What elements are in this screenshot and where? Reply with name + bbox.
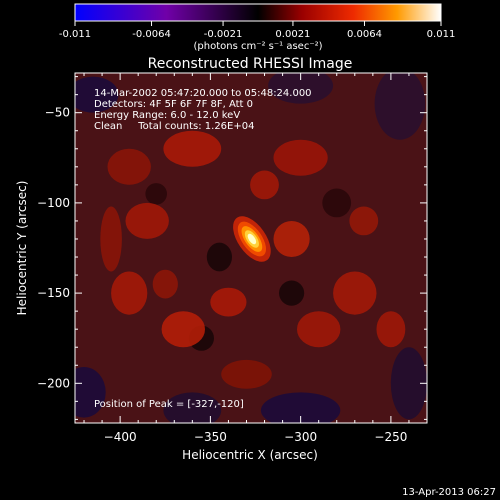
footer-timestamp: 13-Apr-2013 06:27 [402, 487, 496, 498]
x-tick-label: −300 [284, 430, 317, 444]
x-axis-label: Heliocentric X (arcsec) [182, 448, 318, 462]
heatmap-patch [268, 73, 334, 104]
heatmap-patch [125, 202, 169, 239]
heatmap-image [75, 73, 427, 423]
heatmap-patch [390, 347, 427, 420]
x-tick-label: −400 [104, 430, 137, 444]
plot-title: Reconstructed RHESSI Image [148, 56, 353, 72]
x-tick-label: −350 [194, 430, 227, 444]
info-line-time: 14-Mar-2002 05:47:20.000 to 05:48:24.000 [94, 88, 312, 99]
colorbar [74, 3, 442, 22]
heatmap-patch [260, 392, 341, 423]
heatmap-patch [374, 73, 426, 140]
y-tick-label: −100 [37, 196, 70, 210]
heatmap-patch [297, 311, 341, 348]
colorbar-tick-label: -0.011 [59, 29, 91, 40]
heatmap-patch [250, 170, 279, 200]
heatmap-patch [273, 221, 310, 257]
colorbar-tick-label: 0.011 [427, 29, 456, 40]
heatmap-patch [349, 206, 379, 236]
heatmap-patch [210, 287, 247, 317]
heatmap-patch [75, 76, 119, 113]
heatmap-patch [206, 242, 232, 272]
y-tick-label: −150 [37, 286, 70, 300]
plot-frame [74, 72, 428, 424]
heatmap-patch [322, 188, 352, 218]
colorbar-ticks: -0.011 -0.0064 -0.0021 0.0021 0.0064 0.011 [59, 21, 455, 40]
peak-position-label: Position of Peak = [-327,-120] [94, 399, 244, 410]
info-line-detectors: Detectors: 4F 5F 6F 7F 8F, Att 0 [94, 99, 253, 110]
heatmap-patch [75, 367, 106, 418]
heatmap-patch [279, 280, 305, 306]
heatmap-patch [100, 206, 122, 272]
colorbar-tick-label: 0.0021 [275, 29, 310, 40]
y-tick-label: −200 [37, 376, 70, 390]
axis-ticks: −400 −350 −300 −250 −50 −100 −150 −200 [37, 73, 427, 444]
heatmap-blobs [75, 73, 427, 423]
info-line-counts: Clean Total counts: 1.26E+04 [94, 121, 254, 132]
flare-peak-source [247, 233, 257, 245]
colorbar-units-label: (photons cm⁻² s⁻¹ asec⁻²) [193, 41, 322, 52]
x-tick-label: −250 [374, 430, 407, 444]
heatmap-patch [163, 392, 222, 423]
colorbar-tick-label: 0.0064 [347, 29, 382, 40]
heatmap-patch [107, 148, 151, 185]
colorbar-tick-label: -0.0021 [204, 29, 243, 40]
heatmap-patch [111, 271, 148, 315]
colorbar-tick-label: -0.0064 [132, 29, 171, 40]
heatmap-patch [376, 311, 406, 348]
heatmap-patch [161, 311, 205, 348]
y-tick-label: −50 [45, 106, 70, 120]
heatmap-patch [333, 271, 377, 315]
info-line-energy: Energy Range: 6.0 - 12.0 keV [94, 110, 240, 121]
heatmap-patch [145, 183, 167, 205]
heatmap-patch [221, 359, 272, 389]
heatmap-patch [163, 130, 222, 167]
heatmap-patch [152, 269, 178, 299]
heatmap-patch [273, 139, 328, 176]
y-axis-label: Heliocentric Y (arcsec) [15, 181, 29, 316]
